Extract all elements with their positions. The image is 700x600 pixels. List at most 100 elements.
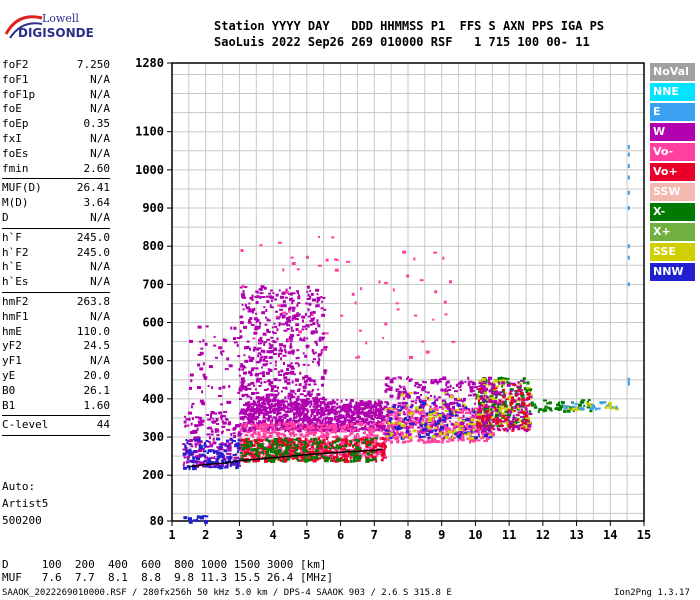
echo-point	[294, 452, 296, 456]
echo-point	[315, 288, 320, 292]
echo-point	[375, 459, 378, 463]
echo-point	[314, 401, 319, 405]
echo-point	[415, 435, 418, 438]
echo-point	[202, 362, 205, 366]
echo-point	[344, 450, 349, 452]
echo-point	[248, 407, 251, 410]
echo-point	[328, 418, 332, 421]
echo-point	[524, 407, 528, 411]
echo-point	[557, 408, 560, 411]
echo-point	[232, 432, 236, 435]
echo-point	[390, 440, 393, 444]
echo-point	[440, 425, 443, 428]
param-row: B1 1.60	[2, 399, 110, 414]
echo-point	[224, 444, 229, 447]
echo-point	[523, 416, 526, 420]
echo-point	[250, 448, 253, 452]
echo-point	[414, 406, 419, 410]
echo-point	[478, 400, 480, 403]
echo-point	[304, 437, 307, 441]
echo-point	[403, 413, 406, 416]
echo-point	[184, 415, 187, 418]
echo-point	[512, 384, 517, 387]
echo-point	[313, 437, 318, 441]
echo-point	[277, 241, 282, 244]
echo-point	[274, 364, 277, 367]
echo-point	[509, 423, 512, 427]
echo-point	[360, 287, 363, 291]
echo-point	[483, 414, 486, 418]
echo-point	[348, 409, 353, 412]
echo-point	[431, 438, 433, 441]
echo-point	[291, 299, 295, 302]
echo-point	[285, 458, 288, 461]
echo-point	[259, 411, 261, 414]
echo-point	[476, 422, 481, 426]
echo-point	[269, 451, 274, 454]
echo-point	[271, 399, 276, 403]
echo-point	[448, 410, 452, 413]
echo-point	[494, 419, 498, 422]
echo-point	[493, 402, 497, 406]
echo-point	[441, 407, 444, 411]
echo-point	[265, 417, 269, 420]
echo-point	[297, 420, 299, 423]
echo-point	[196, 424, 201, 427]
echo-point	[318, 427, 321, 431]
echo-point	[275, 433, 280, 436]
echo-point	[199, 340, 202, 343]
echo-point	[325, 456, 329, 459]
echo-point	[369, 453, 373, 456]
echo-point	[266, 448, 270, 452]
y-tick-label: 400	[142, 392, 164, 406]
echo-point	[377, 428, 382, 431]
echo-point	[302, 385, 307, 389]
echo-point	[386, 426, 389, 428]
y-tick-label: 500	[142, 354, 164, 368]
echo-point	[309, 295, 312, 299]
echo-point	[434, 408, 439, 412]
echo-point	[280, 415, 284, 418]
echo-point	[241, 295, 244, 298]
echo-point	[229, 456, 232, 459]
echo-point	[348, 443, 352, 447]
echo-point	[230, 326, 233, 330]
echo-point	[433, 251, 438, 254]
echo-point	[348, 402, 352, 405]
echo-point	[383, 281, 388, 284]
echo-point	[484, 406, 489, 408]
echo-point	[402, 423, 406, 427]
echo-point	[247, 429, 252, 432]
echo-point	[366, 411, 369, 414]
echo-point	[283, 329, 288, 332]
echo-point	[513, 425, 518, 429]
echo-point	[281, 423, 285, 427]
echo-point	[282, 451, 285, 454]
echo-point	[286, 324, 291, 327]
echo-point	[456, 414, 459, 417]
echo-point	[286, 381, 291, 385]
echo-point	[530, 404, 534, 407]
echo-point	[293, 443, 297, 446]
echo-point	[521, 419, 523, 422]
echo-point	[272, 398, 277, 400]
echo-point	[238, 374, 241, 377]
echo-point	[493, 391, 496, 395]
echo-point	[627, 144, 630, 149]
echo-point	[257, 454, 260, 458]
echo-point	[266, 300, 270, 303]
echo-point	[483, 378, 486, 381]
echo-point	[481, 385, 486, 389]
echo-point	[253, 346, 257, 349]
echo-point	[429, 405, 432, 408]
echo-point	[282, 427, 286, 430]
echo-point	[451, 340, 456, 343]
echo-point	[206, 445, 209, 448]
echo-point	[271, 422, 273, 426]
echo-point	[253, 348, 258, 351]
echo-point	[379, 437, 382, 441]
echo-point	[422, 440, 427, 444]
echo-point	[527, 381, 530, 385]
echo-point	[197, 325, 202, 329]
echo-point	[277, 449, 282, 452]
